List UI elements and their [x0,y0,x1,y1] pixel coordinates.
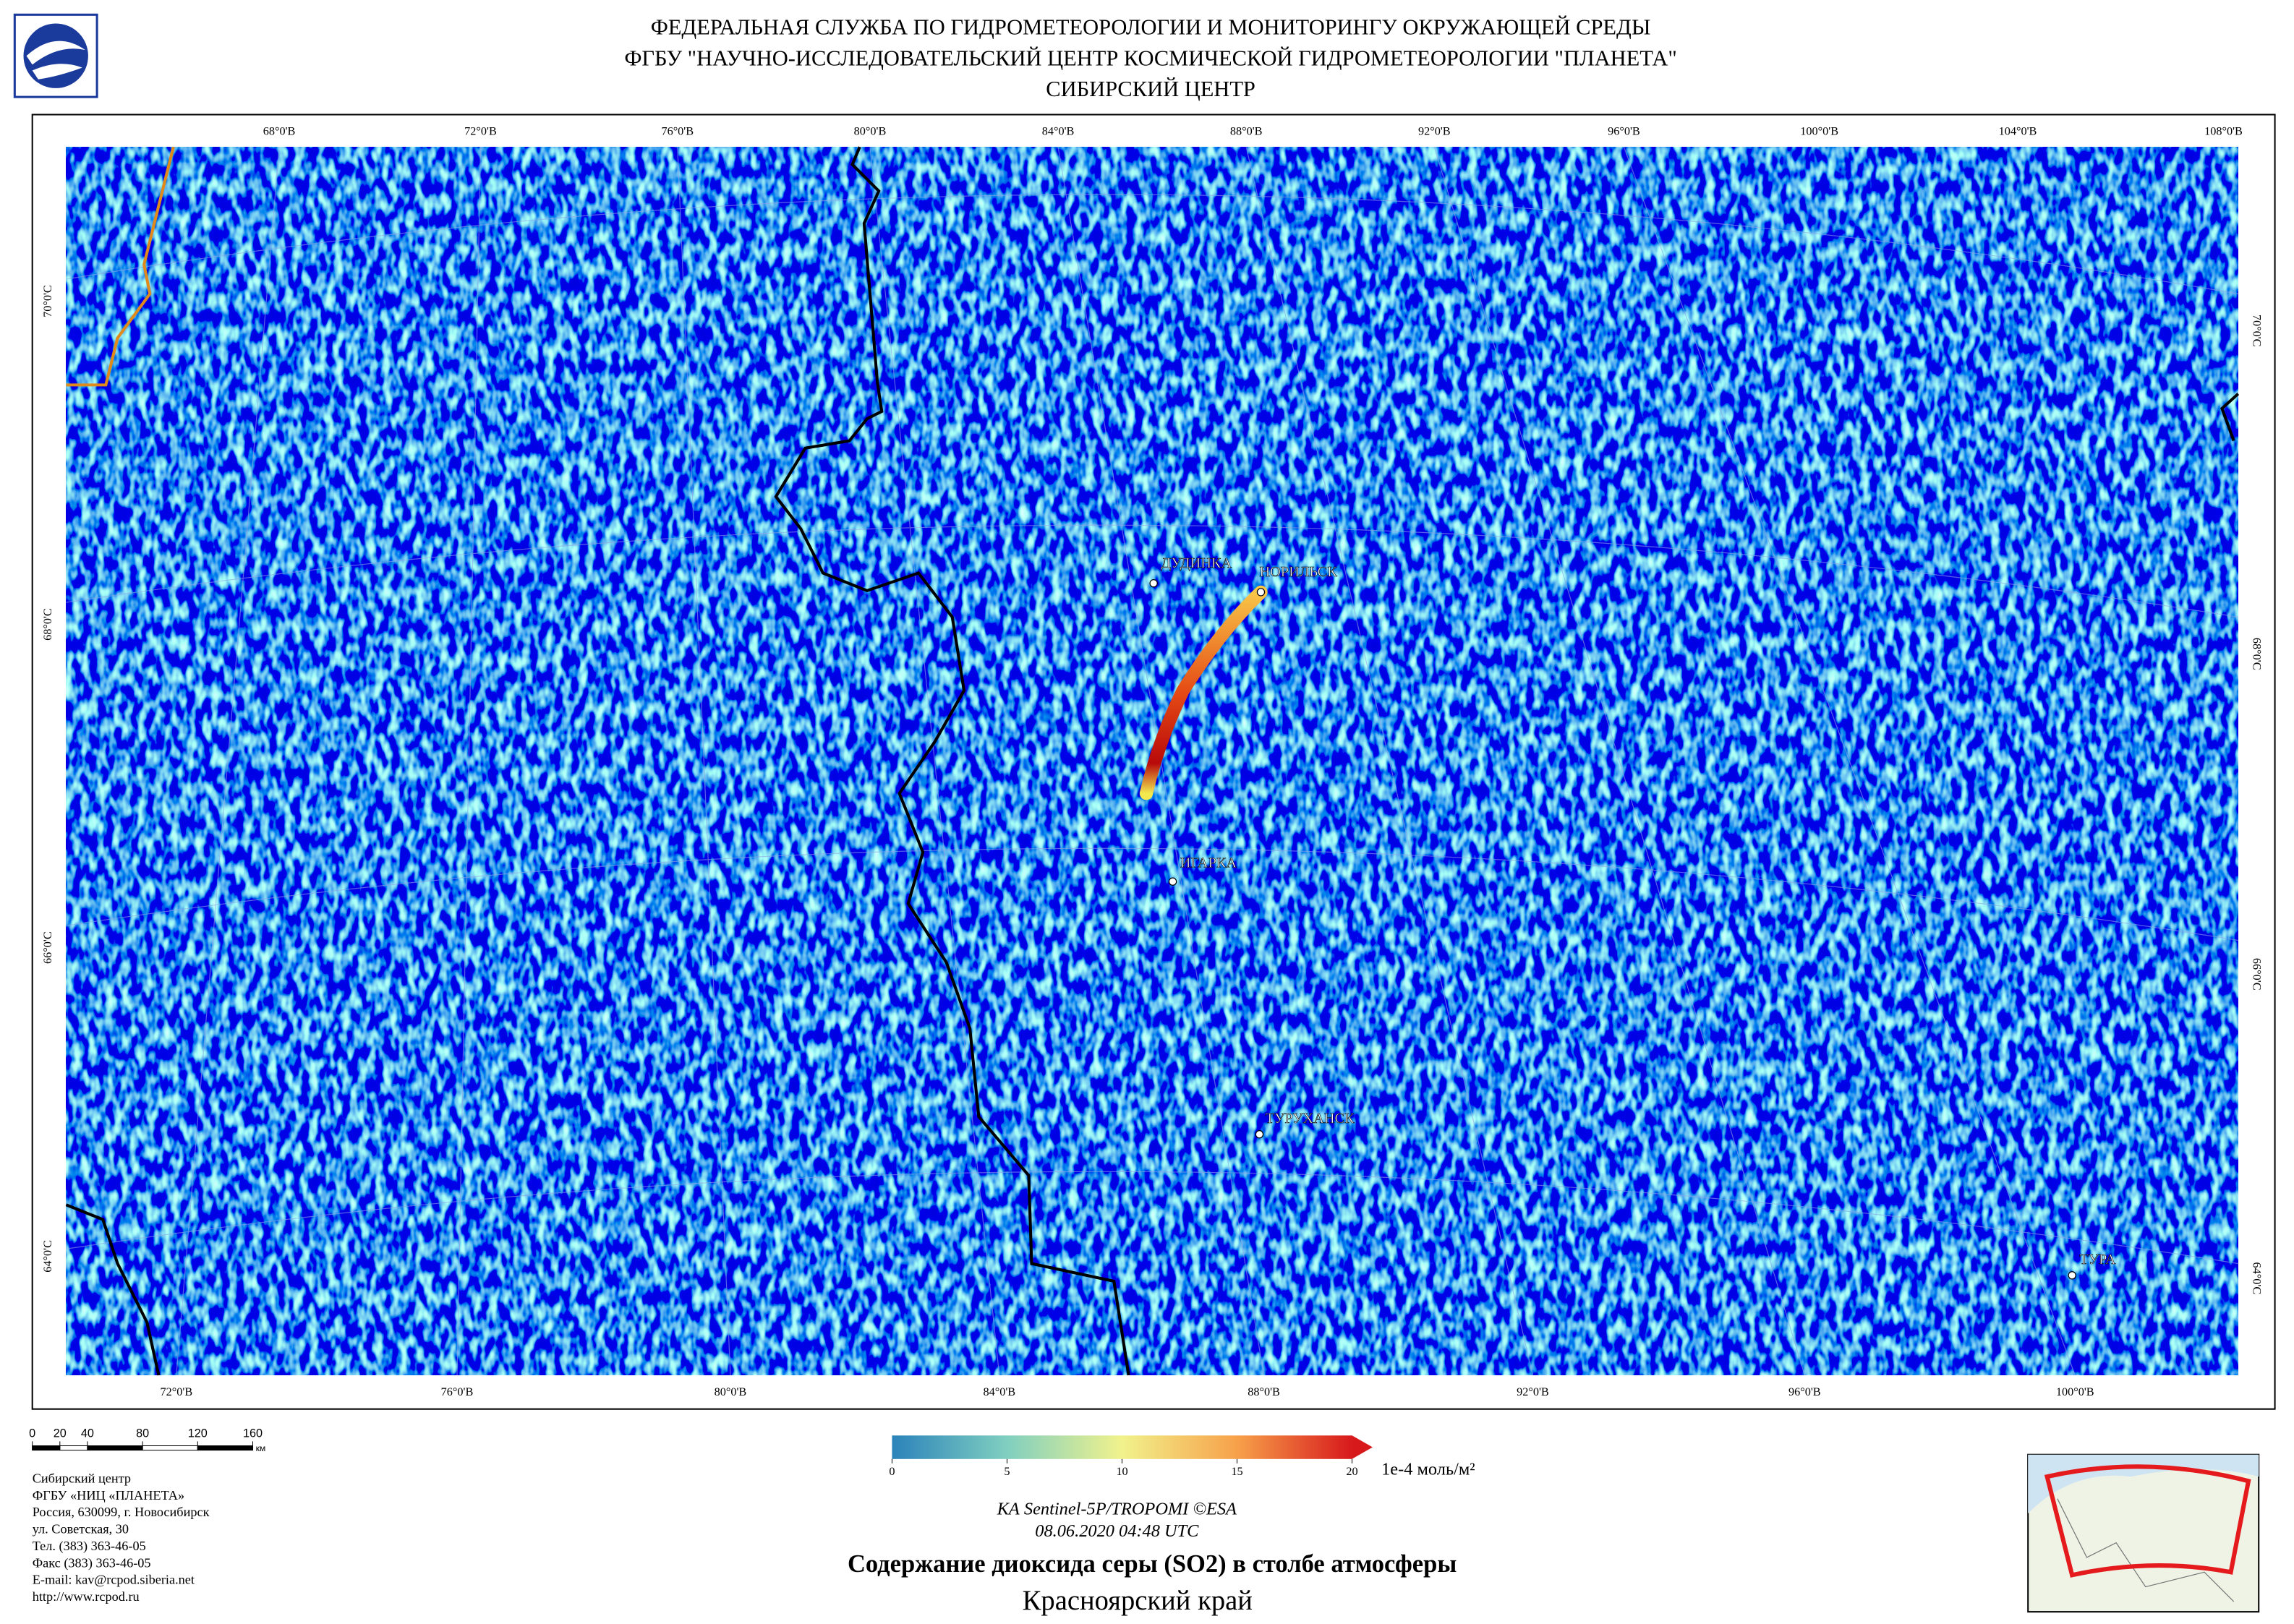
scale-tick-label: 40 [81,1427,94,1440]
city-dot [1168,877,1177,886]
address-line: ФГБУ «НИЦ «ПЛАНЕТА» [33,1488,184,1503]
lon-label: 100°0'В [1800,125,1838,138]
city-label: НОРИЛЬСК [1259,564,1337,580]
lon-label: 84°0'В [983,1385,1015,1398]
lat-label: 70°0'С [2250,315,2263,347]
lat-label: 66°0'С [2250,958,2263,991]
credit-line: КА Sentinel-5P/TROPOMI ©ESA [997,1500,1237,1519]
colorbar-arrow [1352,1435,1373,1459]
scale-bar: 0 20 40 80 120 160 км [29,1427,265,1453]
scale-tick-label: 120 [188,1427,208,1440]
graticule-labels: 68°0'В 72°0'В 76°0'В 80°0'В 84°0'В 88°0'В 92°0… [41,125,2264,1398]
address-line: ул. Советская, 30 [33,1522,129,1537]
city-label: ТУРА [2079,1252,2115,1268]
lon-label: 100°0'В [2056,1385,2094,1398]
lon-label: 76°0'В [441,1385,474,1398]
region-border [66,146,175,387]
scale-tick-label: 80 [136,1427,149,1440]
lon-label: 96°0'В [1788,1385,1821,1398]
scale-tick-label: 20 [54,1427,67,1440]
lat-label: 68°0'С [2250,638,2263,670]
scale-segment [32,1445,61,1451]
scale-segment [197,1445,254,1451]
lon-label: 68°0'В [263,125,296,138]
scale-segment [142,1445,198,1451]
colorbar-tick-label: 10 [1116,1465,1127,1478]
colorbar-tick-label: 20 [1346,1465,1357,1478]
scale-segment [87,1445,143,1451]
inset-map [2027,1453,2260,1613]
lon-label: 88°0'В [1248,1385,1280,1398]
address-line: http://www.rcpod.ru [33,1589,140,1604]
address-line: Россия, 630099, г. Новосибирск [33,1505,210,1519]
colorbar-tick-label: 15 [1231,1465,1242,1478]
city-dot [2068,1271,2076,1280]
lat-label: 70°0'С [41,285,54,317]
address-line: Сибирский центр [33,1471,131,1485]
cities: ДУДИНКА НОРИЛЬСК ИГАРКА ТУРУХАНСК ТУРА [1149,555,2116,1280]
colorbar-ramp [892,1435,1352,1459]
address-line: E-mail: kav@rcpod.siberia.net [33,1573,195,1587]
so2-plume [1139,585,1268,800]
city-label: ТУРУХАНСК [1266,1111,1355,1127]
scale-tick-label: 160 [243,1427,263,1440]
lat-label: 64°0'С [2250,1262,2263,1295]
credit-line: 08.06.2020 04:48 UTC [1035,1521,1199,1541]
outer-frame [31,114,2276,1410]
header: ФЕДЕРАЛЬНАЯ СЛУЖБА ПО ГИДРОМЕТЕОРОЛОГИИ … [624,15,1676,101]
lat-label: 68°0'С [41,608,54,641]
lon-label: 92°0'В [1418,125,1451,138]
lon-label: 72°0'В [161,1385,193,1398]
lon-label: 72°0'В [464,125,497,138]
footer: КА Sentinel-5P/TROPOMI ©ESA 08.06.2020 04… [848,1500,1457,1616]
city-label: ДУДИНКА [1161,555,1232,571]
lon-label: 92°0'В [1517,1385,1549,1398]
header-line: ФЕДЕРАЛЬНАЯ СЛУЖБА ПО ГИДРОМЕТЕОРОЛОГИИ … [651,15,1651,40]
logo [13,13,98,98]
city-dot [1256,588,1266,597]
city-dot [1149,579,1158,588]
header-line: СИБИРСКИЙ ЦЕНТР [1046,77,1255,101]
lon-label: 84°0'В [1042,125,1075,138]
colorbar: 0 5 10 15 20 1e-4 моль/м² [889,1435,1475,1479]
scale-tick-label: 0 [29,1427,35,1440]
lon-label: 80°0'В [715,1385,747,1398]
address-line: Тел. (383) 363-46-05 [33,1539,146,1554]
lon-label: 76°0'В [661,125,694,138]
admin-border [2220,393,2240,442]
city-dot [1255,1130,1264,1139]
map-title: Содержание диоксида серы (SO2) в столбе … [848,1550,1457,1578]
lon-label: 104°0'В [1999,125,2037,138]
admin-border [774,146,1130,1376]
colorbar-tick-label: 5 [1004,1465,1010,1478]
address: Сибирский центр ФГБУ «НИЦ «ПЛАНЕТА» Россия… [33,1471,210,1604]
lon-label: 108°0'В [2204,125,2243,138]
header-line: ФГБУ "НАУЧНО-ИССЛЕДОВАТЕЛЬСКИЙ ЦЕНТР КОС… [624,46,1676,70]
lon-label: 96°0'В [1608,125,1640,138]
lon-label: 88°0'В [1230,125,1263,138]
colorbar-unit: 1e-4 моль/м² [1381,1460,1475,1479]
admin-border [65,1203,161,1376]
scale-segment [59,1445,88,1451]
scale-unit: км [256,1443,266,1453]
map-subtitle: Красноярский край [1023,1586,1253,1616]
lat-label: 66°0'С [41,931,54,964]
colorbar-tick-label: 0 [889,1465,895,1478]
city-label: ИГАРКА [1180,855,1237,871]
lon-label: 80°0'В [854,125,887,138]
address-line: Факс (383) 363-46-05 [33,1555,151,1570]
lat-label: 64°0'С [41,1240,54,1273]
